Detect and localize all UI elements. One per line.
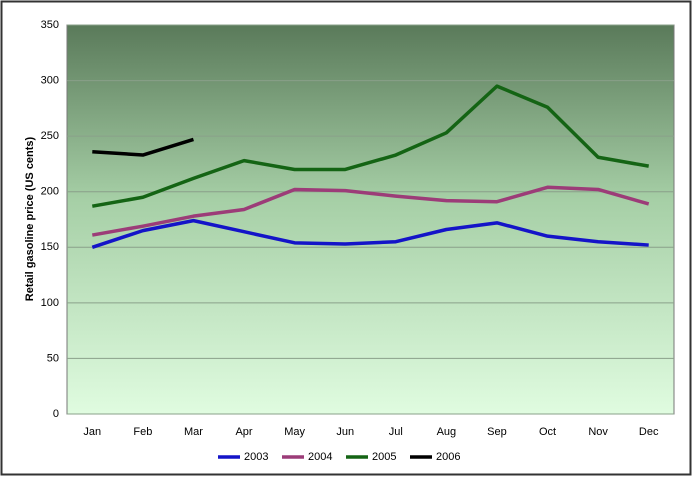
x-tick-label: Nov bbox=[588, 426, 608, 438]
legend-label: 2005 bbox=[372, 451, 396, 463]
x-tick-label: Jan bbox=[83, 426, 101, 438]
x-tick-label: Feb bbox=[133, 426, 152, 438]
x-tick-label: Mar bbox=[184, 426, 203, 438]
series-line bbox=[91, 185, 650, 237]
x-tick-label: Oct bbox=[539, 426, 556, 438]
legend-label: 2003 bbox=[244, 451, 268, 463]
y-tick-label: 50 bbox=[47, 352, 59, 364]
y-tick-label: 100 bbox=[41, 297, 59, 309]
x-tick-label: Apr bbox=[235, 426, 252, 438]
x-tick-label: Jun bbox=[336, 426, 354, 438]
x-tick-label: Dec bbox=[639, 426, 659, 438]
plot-area bbox=[66, 24, 675, 415]
y-tick-label: 300 bbox=[41, 74, 59, 86]
y-tick-label: 250 bbox=[41, 130, 59, 142]
y-axis-label: Retail gasoline price (US cents) bbox=[24, 136, 36, 301]
series-line bbox=[92, 137, 194, 157]
legend-label: 2004 bbox=[308, 451, 332, 463]
y-tick-label: 0 bbox=[53, 408, 59, 420]
series-line bbox=[91, 218, 649, 249]
y-tick-label: 150 bbox=[41, 241, 59, 253]
x-tick-label: Jul bbox=[389, 426, 403, 438]
legend-label: 2006 bbox=[436, 451, 460, 463]
series-line bbox=[91, 84, 650, 208]
x-tick-label: May bbox=[284, 426, 305, 438]
x-tick-label: Sep bbox=[487, 426, 507, 438]
y-tick-label: 200 bbox=[41, 186, 59, 198]
x-tick-label: Aug bbox=[437, 426, 457, 438]
y-tick-label: 350 bbox=[41, 19, 59, 31]
